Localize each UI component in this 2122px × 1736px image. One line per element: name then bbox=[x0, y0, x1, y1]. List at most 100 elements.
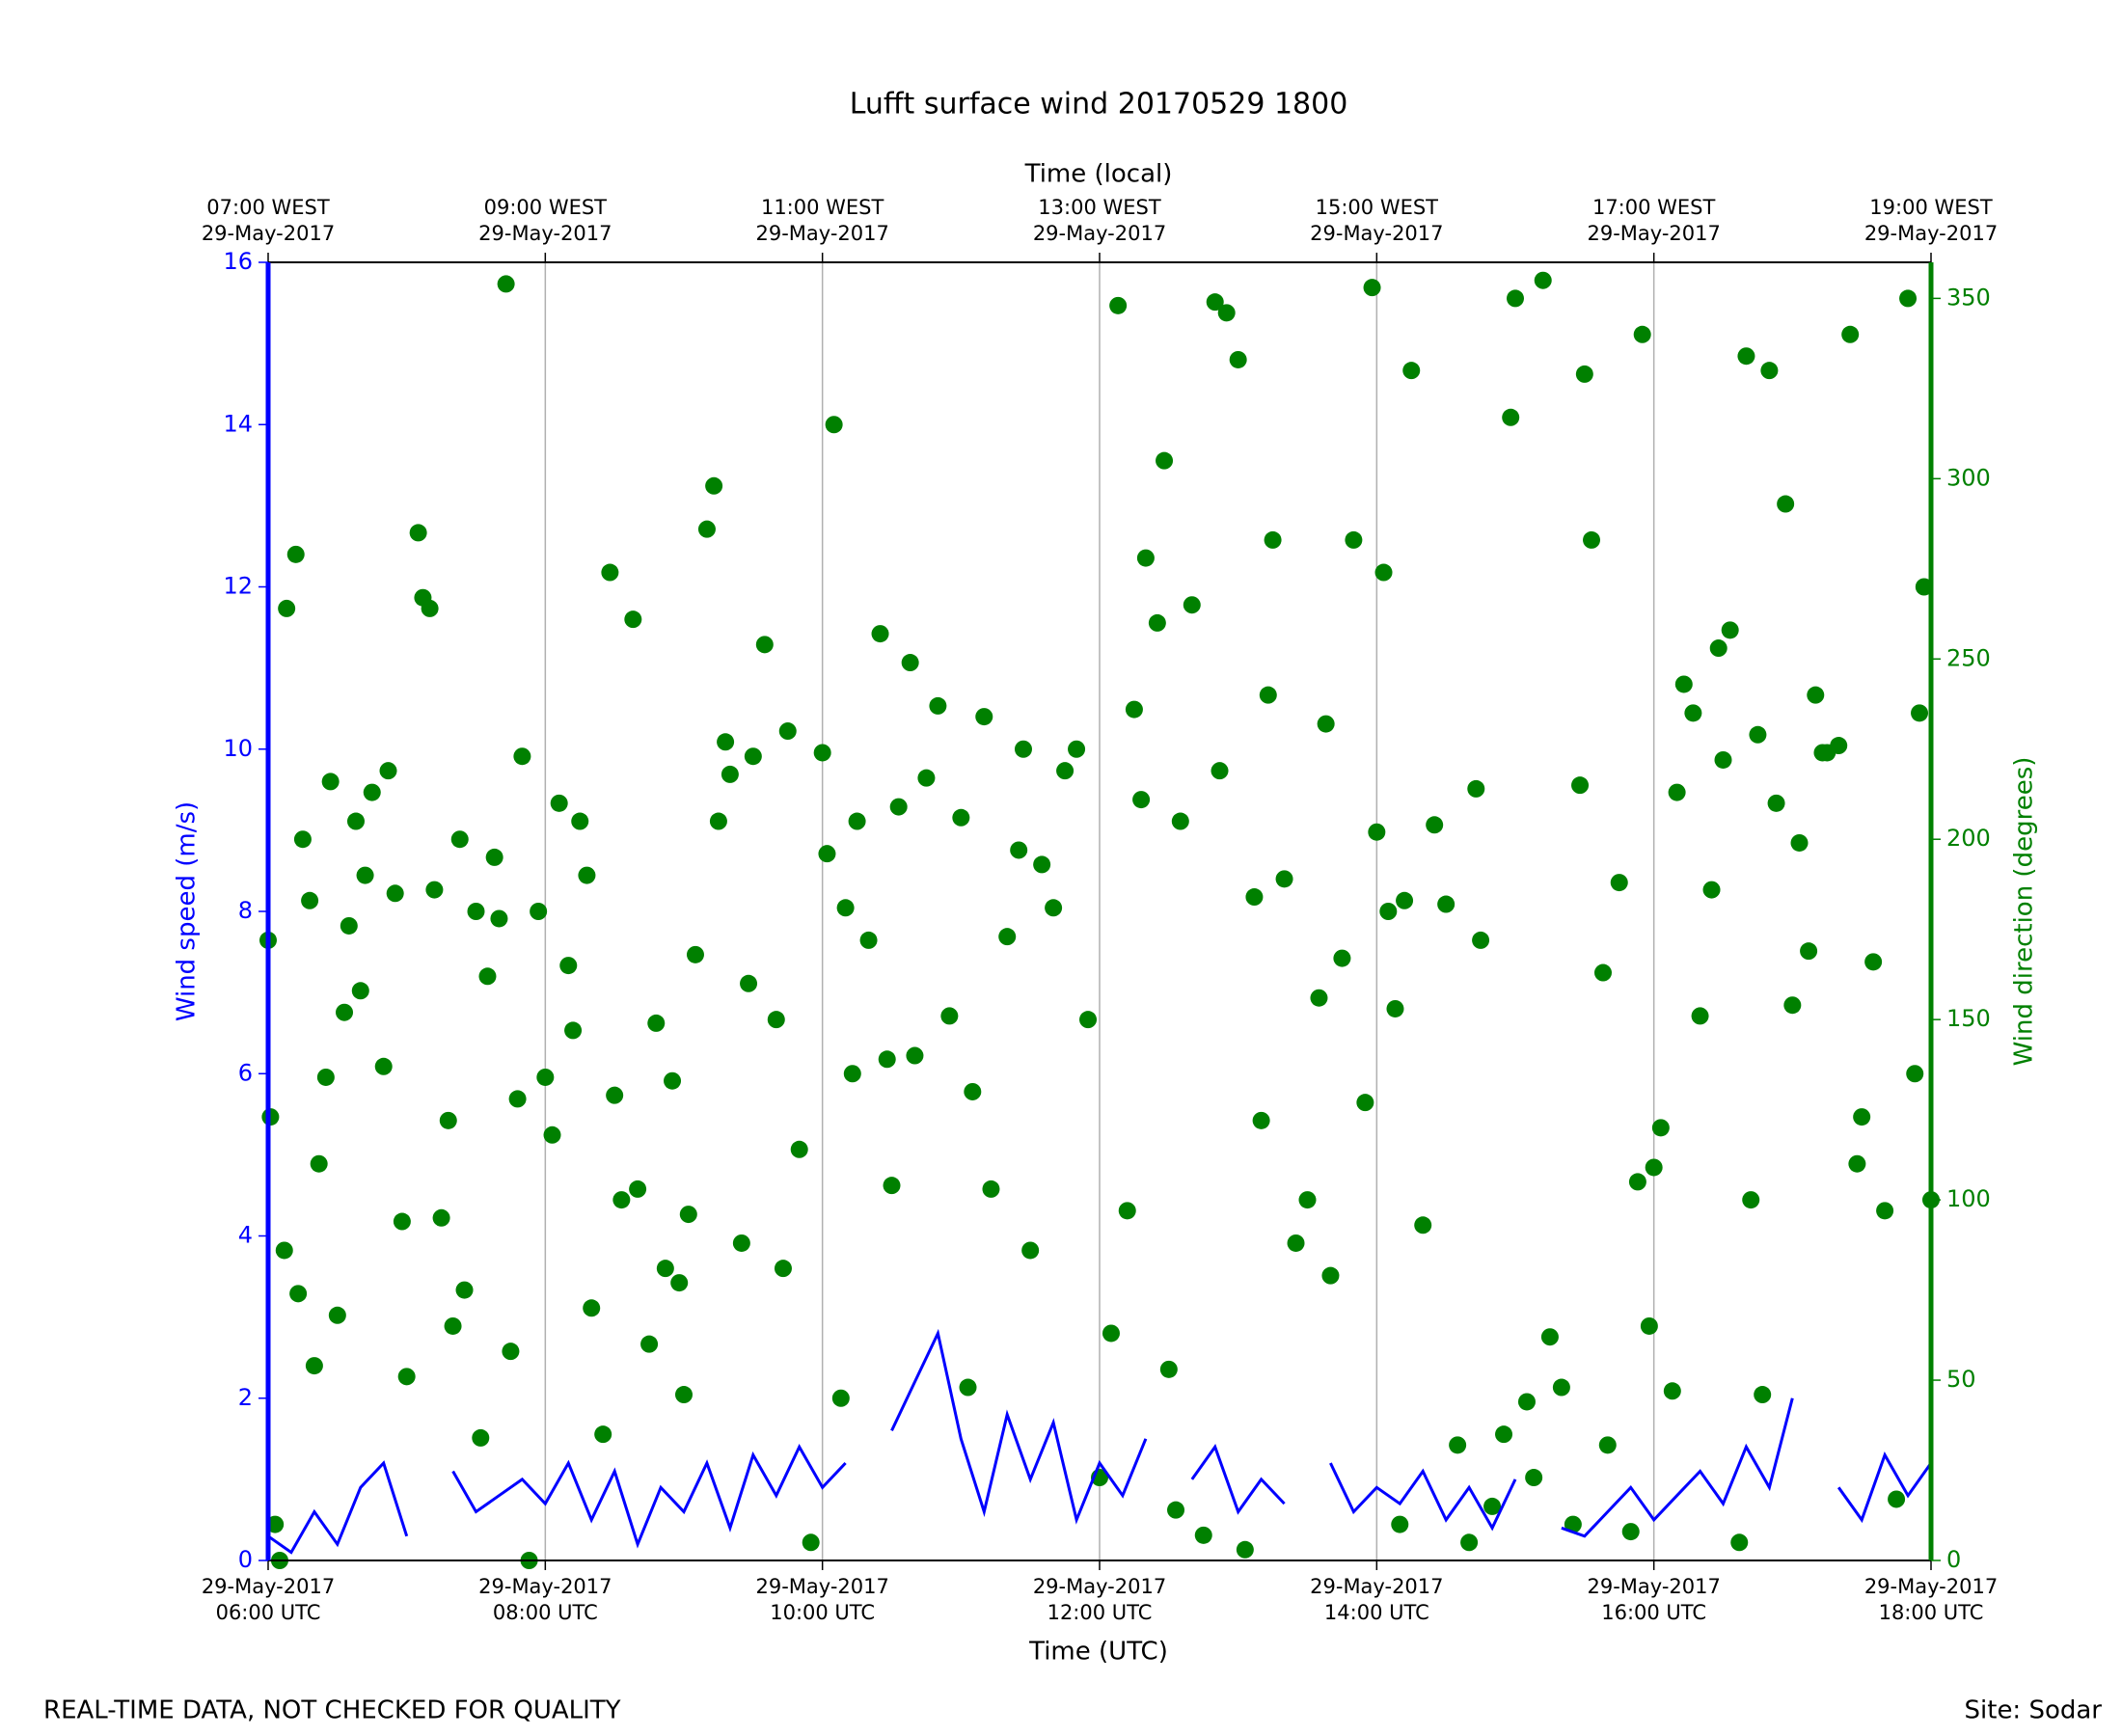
wind-direction-point bbox=[1368, 823, 1386, 841]
wind-direction-point bbox=[571, 812, 589, 830]
x-tick-label: 29-May-2017 12:00 UTC bbox=[1032, 1575, 1167, 1624]
wind-direction-point bbox=[732, 1234, 750, 1252]
x2-tick-label: 13:00 WEST 29-May-2017 bbox=[1032, 196, 1167, 245]
wind-direction-point bbox=[940, 1007, 959, 1025]
wind-direction-point bbox=[1571, 776, 1590, 795]
wind-direction-point bbox=[686, 945, 704, 963]
x2-tick-label: 11:00 WEST 29-May-2017 bbox=[755, 196, 889, 245]
wind-direction-point bbox=[1517, 1393, 1536, 1411]
wind-direction-point bbox=[1507, 289, 1524, 308]
wind-direction-point bbox=[755, 636, 774, 654]
wind-direction-point bbox=[346, 812, 365, 830]
wind-direction-point bbox=[266, 1515, 285, 1533]
x2-tick-label: 19:00 WEST 29-May-2017 bbox=[1864, 196, 1999, 245]
wind-direction-point bbox=[1068, 740, 1086, 758]
y2-tick-label: 100 bbox=[1946, 1185, 1991, 1212]
wind-direction-point bbox=[1310, 989, 1328, 1007]
wind-direction-point bbox=[917, 769, 936, 787]
wind-direction-point bbox=[1317, 715, 1335, 733]
wind-direction-point bbox=[1396, 891, 1414, 909]
wind-direction-point bbox=[1730, 1533, 1749, 1552]
wind-direction-point bbox=[450, 830, 469, 849]
wind-direction-point bbox=[564, 1021, 583, 1040]
wind-direction-point bbox=[697, 520, 716, 538]
wind-direction-point bbox=[1848, 1154, 1866, 1173]
wind-direction-point bbox=[1906, 1065, 1924, 1083]
y2-tick-label: 250 bbox=[1946, 644, 1991, 671]
wind-direction-point bbox=[1583, 530, 1601, 549]
wind-direction-point bbox=[1386, 999, 1404, 1017]
y-tick-label: 6 bbox=[238, 1059, 253, 1086]
y-tick-label: 16 bbox=[223, 248, 253, 275]
wind-direction-point bbox=[1830, 737, 1848, 755]
wind-direction-point bbox=[1264, 530, 1282, 549]
wind-direction-point bbox=[1183, 596, 1201, 614]
wind-direction-point bbox=[1502, 408, 1520, 426]
wind-direction-point bbox=[1229, 350, 1247, 368]
wind-direction-point bbox=[1575, 365, 1593, 383]
wind-direction-point bbox=[425, 881, 444, 899]
wind-direction-point bbox=[1252, 1111, 1270, 1129]
wind-direction-point bbox=[818, 845, 836, 863]
x-tick-label: 29-May-2017 16:00 UTC bbox=[1587, 1575, 1721, 1624]
wind-direction-point bbox=[1356, 1094, 1374, 1112]
wind-direction-point bbox=[1593, 963, 1612, 982]
wind-direction-point bbox=[278, 599, 296, 617]
wind-direction-point bbox=[1807, 686, 1825, 704]
y-tick-label: 10 bbox=[223, 735, 253, 762]
y-tick-label: 0 bbox=[238, 1546, 253, 1573]
wind-direction-point bbox=[1010, 841, 1028, 859]
wind-direction-point bbox=[467, 903, 485, 920]
wind-direction-point bbox=[1911, 704, 1929, 722]
wind-direction-point bbox=[1742, 1191, 1760, 1209]
wind-direction-point bbox=[1402, 362, 1421, 380]
wind-direction-point bbox=[705, 476, 723, 495]
y-tick-label: 2 bbox=[238, 1384, 253, 1411]
wind-direction-point bbox=[289, 1285, 308, 1303]
y2-tick-label: 0 bbox=[1946, 1546, 1961, 1573]
wind-direction-point bbox=[490, 909, 508, 928]
wind-direction-point bbox=[409, 524, 427, 542]
wind-direction-point bbox=[744, 747, 762, 766]
wind-direction-point bbox=[767, 1011, 785, 1029]
wind-direction-point bbox=[1287, 1234, 1305, 1252]
x-tick-label: 29-May-2017 14:00 UTC bbox=[1310, 1575, 1444, 1624]
wind-direction-point bbox=[1467, 779, 1485, 798]
x-tick-label: 29-May-2017 08:00 UTC bbox=[478, 1575, 612, 1624]
wind-direction-point bbox=[929, 696, 947, 715]
wind-direction-point bbox=[455, 1281, 474, 1299]
wind-direction-point bbox=[321, 773, 340, 791]
wind-direction-point bbox=[1668, 783, 1686, 801]
wind-direction-point bbox=[975, 708, 993, 726]
wind-direction-point bbox=[374, 1057, 393, 1075]
wind-direction-point bbox=[982, 1180, 1000, 1198]
y2-tick-label: 200 bbox=[1946, 825, 1991, 852]
wind-direction-point bbox=[952, 808, 970, 827]
wind-direction-point bbox=[1709, 639, 1728, 658]
wind-direction-point bbox=[1783, 996, 1802, 1015]
wind-direction-point bbox=[1598, 1436, 1617, 1454]
wind-direction-point bbox=[964, 1082, 982, 1100]
wind-direction-point bbox=[1525, 1469, 1543, 1487]
wind-direction-point bbox=[1915, 578, 1933, 596]
x2-tick-label: 15:00 WEST 29-May-2017 bbox=[1310, 196, 1444, 245]
wind-direction-point bbox=[889, 798, 908, 816]
wind-direction-point bbox=[1663, 1382, 1681, 1400]
wind-direction-point bbox=[1321, 1266, 1340, 1285]
wind-direction-point bbox=[1610, 874, 1628, 892]
x-tick-label: 29-May-2017 10:00 UTC bbox=[755, 1575, 889, 1624]
wind-direction-point bbox=[543, 1126, 561, 1144]
wind-direction-point bbox=[1495, 1425, 1513, 1444]
wind-direction-point bbox=[1345, 530, 1363, 549]
wind-direction-point bbox=[1628, 1173, 1646, 1191]
x2-tick-label: 09:00 WEST 29-May-2017 bbox=[478, 196, 612, 245]
wind-direction-point bbox=[301, 891, 319, 909]
wind-direction-point bbox=[1767, 794, 1785, 812]
wind-direction-point bbox=[871, 625, 889, 643]
wind-direction-point bbox=[1171, 812, 1189, 830]
wind-direction-point bbox=[1045, 899, 1063, 917]
wind-direction-point bbox=[624, 610, 642, 629]
wind-direction-point bbox=[813, 744, 831, 762]
wind-direction-point bbox=[1749, 725, 1767, 744]
